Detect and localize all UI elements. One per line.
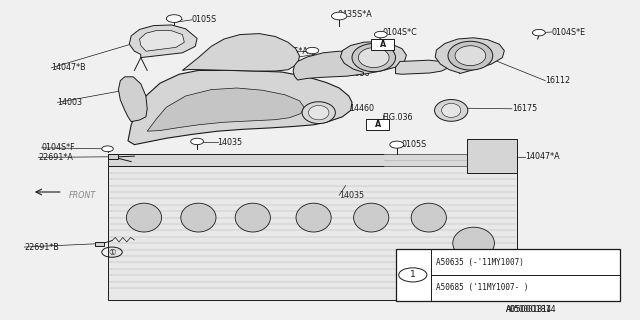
Circle shape xyxy=(166,15,182,22)
Text: 0104S*C: 0104S*C xyxy=(383,28,417,36)
Polygon shape xyxy=(118,77,147,122)
Text: 14035: 14035 xyxy=(339,191,364,200)
Ellipse shape xyxy=(181,203,216,232)
Polygon shape xyxy=(108,154,118,159)
Ellipse shape xyxy=(453,227,495,259)
Ellipse shape xyxy=(308,106,329,120)
Polygon shape xyxy=(95,242,104,246)
Text: 22691*A: 22691*A xyxy=(38,153,73,162)
Ellipse shape xyxy=(448,41,493,70)
Bar xyxy=(396,249,620,301)
Text: 0104S*F: 0104S*F xyxy=(42,143,76,152)
Text: 0104S*E: 0104S*E xyxy=(552,28,586,36)
Text: 22627: 22627 xyxy=(314,56,339,65)
Polygon shape xyxy=(340,42,406,74)
Polygon shape xyxy=(129,25,197,58)
Ellipse shape xyxy=(127,203,161,232)
Text: 1: 1 xyxy=(410,270,415,279)
Circle shape xyxy=(332,12,347,20)
Text: A50685 ('11MY1007- ): A50685 ('11MY1007- ) xyxy=(436,283,529,292)
Polygon shape xyxy=(396,60,448,74)
Text: FIG.036: FIG.036 xyxy=(339,69,370,78)
Text: FRONT: FRONT xyxy=(69,191,97,200)
Text: FIG.036: FIG.036 xyxy=(383,113,413,122)
Ellipse shape xyxy=(296,203,332,232)
Ellipse shape xyxy=(442,103,461,117)
Circle shape xyxy=(390,141,404,148)
Bar xyxy=(366,119,389,130)
Text: 22691*B: 22691*B xyxy=(24,243,59,252)
Text: 16142: 16142 xyxy=(274,56,299,65)
Polygon shape xyxy=(182,34,300,71)
Text: 0923S*A: 0923S*A xyxy=(274,47,308,56)
Text: 0435S*A: 0435S*A xyxy=(338,10,372,19)
Text: 16175: 16175 xyxy=(289,88,314,97)
Ellipse shape xyxy=(435,100,468,121)
Circle shape xyxy=(532,29,545,36)
Text: 14035: 14035 xyxy=(218,138,243,147)
Text: A: A xyxy=(380,40,386,49)
Ellipse shape xyxy=(352,44,396,72)
Polygon shape xyxy=(147,88,304,131)
Text: 14047*B: 14047*B xyxy=(51,63,86,72)
Bar xyxy=(148,34,182,46)
Bar xyxy=(371,39,394,50)
Polygon shape xyxy=(293,51,378,80)
Text: 0105S: 0105S xyxy=(402,140,427,149)
Text: A050001814: A050001814 xyxy=(506,305,552,314)
Circle shape xyxy=(306,47,319,54)
Circle shape xyxy=(321,56,332,61)
Text: 14047*A: 14047*A xyxy=(525,152,559,161)
FancyBboxPatch shape xyxy=(108,166,517,300)
Text: A50635 (-'11MY1007): A50635 (-'11MY1007) xyxy=(436,258,524,267)
Text: A050001814: A050001814 xyxy=(506,305,556,314)
Text: 14460: 14460 xyxy=(349,104,374,113)
Text: 16112: 16112 xyxy=(545,76,570,85)
Circle shape xyxy=(191,138,204,145)
Circle shape xyxy=(374,31,387,38)
Ellipse shape xyxy=(353,203,389,232)
Ellipse shape xyxy=(236,203,271,232)
Ellipse shape xyxy=(412,203,447,232)
Circle shape xyxy=(156,39,167,44)
Polygon shape xyxy=(140,30,184,51)
Ellipse shape xyxy=(455,46,486,66)
Circle shape xyxy=(102,146,113,152)
Polygon shape xyxy=(467,139,517,173)
Text: 16175: 16175 xyxy=(512,104,537,113)
Ellipse shape xyxy=(358,48,389,68)
Text: 14003: 14003 xyxy=(58,98,83,107)
Ellipse shape xyxy=(302,102,335,124)
Polygon shape xyxy=(435,38,504,74)
Polygon shape xyxy=(108,154,517,166)
Text: ①: ① xyxy=(108,248,116,257)
Text: A: A xyxy=(374,120,381,129)
Polygon shape xyxy=(128,70,352,145)
Circle shape xyxy=(167,38,176,42)
Text: 0105S: 0105S xyxy=(192,15,217,24)
